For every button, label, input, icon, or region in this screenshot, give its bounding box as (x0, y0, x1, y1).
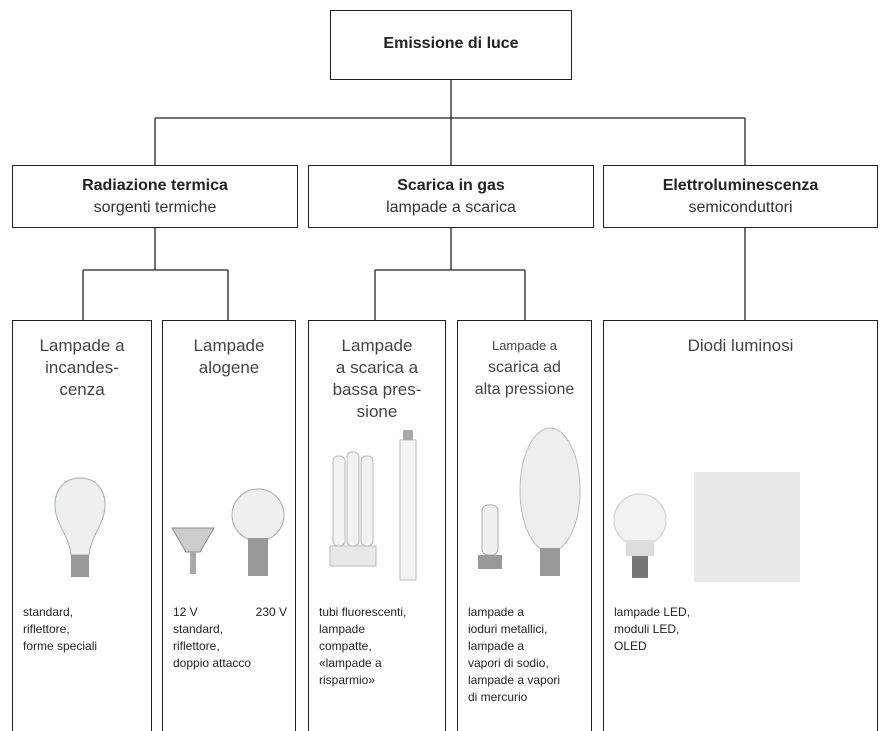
leaf-title-line: cenza (13, 379, 151, 401)
root-box: Emissione di luce (330, 10, 572, 80)
leaf-description: forme speciali (23, 638, 97, 655)
voltage-label: 12 V (173, 604, 198, 621)
leaf-title-line: Lampade (163, 335, 295, 357)
leaf-description: standard, (173, 621, 223, 638)
connector (375, 228, 525, 320)
leaf-title-line: sione (309, 401, 445, 423)
leaf-title-line: Diodi luminosi (604, 335, 877, 357)
leaf-description: «lampade a (319, 655, 382, 672)
leaf-description: di mercurio (468, 689, 527, 706)
leaf-description: doppio attacco (173, 655, 251, 672)
leaf-description: lampade LED, (614, 604, 690, 621)
category-box: Elettroluminescenza semiconduttori (603, 165, 878, 228)
leaf-description: lampade (319, 621, 365, 638)
leaf-title-line: incandes- (13, 357, 151, 379)
connector (155, 80, 745, 165)
leaf-description: risparmio» (319, 672, 375, 689)
leaf-title-line: scarica ad (458, 357, 591, 379)
voltage-label: 230 V (256, 604, 287, 621)
leaf-title-line: Lampade a (13, 335, 151, 357)
leaf-description: lampade a (468, 604, 524, 621)
root-label: Emissione di luce (331, 35, 571, 53)
category-title: Radiazione termica (13, 177, 297, 195)
leaf-title-line: alogene (163, 357, 295, 379)
category-box: Radiazione termica sorgenti termiche (12, 165, 298, 228)
category-subtitle: lampade a scarica (309, 199, 593, 217)
leaf-title-line: alta pressione (458, 379, 591, 401)
category-subtitle: semiconduttori (604, 199, 877, 217)
connector (83, 228, 228, 320)
leaf-description: vapori di sodio, (468, 655, 549, 672)
diagram: Emissione di luce Radiazione termica sorg… (0, 0, 882, 731)
category-title: Elettroluminescenza (604, 177, 877, 195)
leaf-description: standard, (23, 604, 73, 621)
leaf-description: ioduri metallici, (468, 621, 547, 638)
leaf-title-line: Lampade (309, 335, 445, 357)
category-box: Scarica in gas lampade a scarica (308, 165, 594, 228)
leaf-description: riflettore, (23, 621, 70, 638)
leaf-description: tubi fluorescenti, (319, 604, 406, 621)
category-title: Scarica in gas (309, 177, 593, 195)
leaf-title-line: Lampade a (458, 335, 591, 357)
leaf-title-line: bassa pres- (309, 379, 445, 401)
leaf-box: Diodi luminosi lampade LED,moduli LED,OLE… (603, 320, 878, 731)
leaf-description: compatte, (319, 638, 372, 655)
leaf-description: lampade a (468, 638, 524, 655)
leaf-description: OLED (614, 638, 647, 655)
leaf-description: riflettore, (173, 638, 220, 655)
leaf-description: lampade a vapori (468, 672, 560, 689)
leaf-title-line: a scarica a (309, 357, 445, 379)
leaf-description: moduli LED, (614, 621, 679, 638)
category-subtitle: sorgenti termiche (13, 199, 297, 217)
